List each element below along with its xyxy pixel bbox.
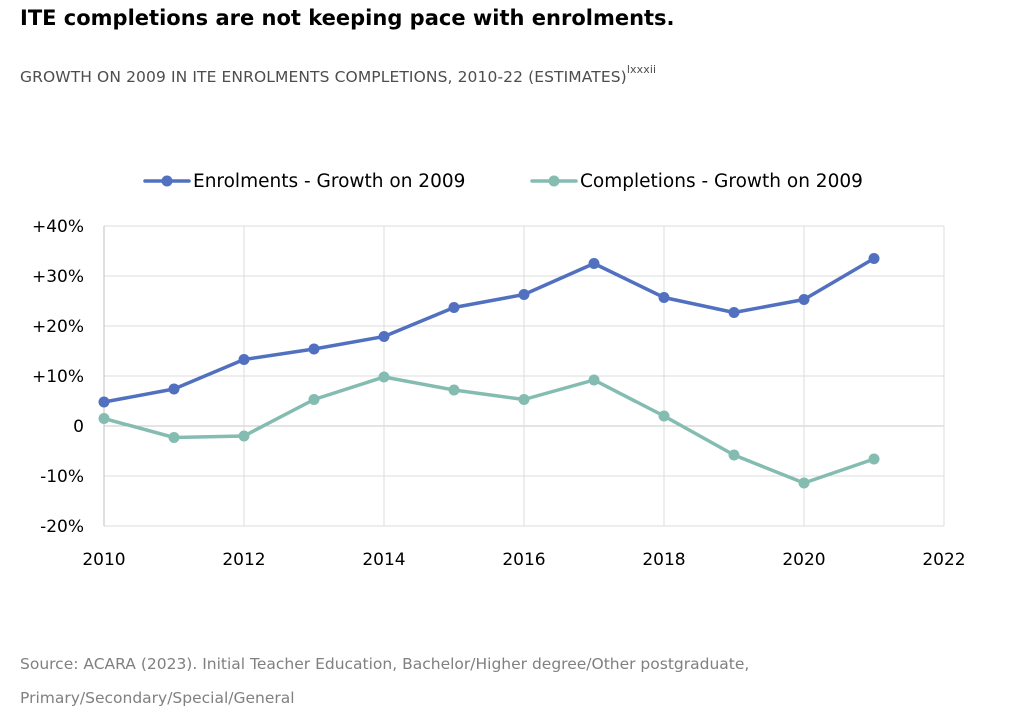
source-note: Source: ACARA (2023). Initial Teacher Ed… [20, 647, 749, 715]
data-point [378, 371, 390, 383]
data-point [98, 413, 110, 424]
x-tick-label: 2012 [222, 550, 265, 570]
x-axis-tick-labels: 2010 2012 2014 2016 2018 2020 2022 [82, 550, 965, 570]
data-point [448, 384, 460, 396]
legend-marker [161, 175, 173, 187]
x-tick-label: 2022 [922, 550, 965, 570]
source-line-2: Primary/Secondary/Special/General [20, 689, 295, 707]
legend-label: Completions - Growth on 2009 [580, 171, 863, 192]
data-point [378, 331, 390, 342]
y-tick-label: +20% [32, 317, 84, 337]
data-point [98, 396, 110, 408]
data-point [518, 289, 530, 300]
series-line-0 [102, 256, 876, 404]
series-line-1 [102, 375, 876, 485]
data-point [868, 253, 880, 264]
data-point [168, 383, 180, 395]
data-point [658, 410, 670, 422]
page-title: ITE completions are not keeping pace wit… [20, 6, 675, 30]
chart-subtitle: GROWTH ON 2009 IN ITE ENROLMENTS COMPLET… [20, 63, 657, 87]
x-tick-label: 2014 [362, 550, 405, 570]
data-point [588, 258, 600, 269]
data-point [238, 354, 250, 365]
series-layer [98, 253, 880, 489]
data-point [798, 294, 810, 305]
y-tick-label: -10% [40, 467, 84, 487]
data-point [448, 302, 460, 313]
data-point [168, 432, 180, 443]
data-point [518, 394, 530, 405]
data-point [308, 394, 320, 405]
series-1 [98, 371, 880, 489]
data-point [728, 449, 740, 461]
y-tick-label: +40% [32, 217, 84, 237]
legend: Enrolments - Growth on 2009 Completions -… [143, 171, 863, 192]
data-point [588, 374, 600, 386]
legend-item-1: Completions - Growth on 2009 [530, 171, 863, 192]
x-tick-label: 2010 [82, 550, 125, 570]
data-point [798, 477, 810, 489]
x-tick-label: 2018 [642, 550, 685, 570]
chart-subtitle-text: GROWTH ON 2009 IN ITE ENROLMENTS COMPLET… [20, 68, 627, 87]
legend-marker [548, 175, 560, 187]
data-point [658, 292, 670, 303]
y-tick-label: -20% [40, 517, 84, 537]
data-point [308, 343, 320, 355]
y-tick-label: +10% [32, 367, 84, 387]
footnote-reference: lxxxii [626, 63, 657, 76]
legend-label: Enrolments - Growth on 2009 [193, 171, 465, 192]
x-tick-label: 2016 [502, 550, 545, 570]
y-tick-label: 0 [73, 417, 84, 437]
data-point [728, 307, 740, 318]
data-point [238, 430, 250, 442]
y-tick-label: +30% [32, 267, 84, 287]
legend-item-0: Enrolments - Growth on 2009 [143, 171, 465, 192]
series-0 [98, 253, 880, 408]
data-point [868, 453, 880, 465]
x-tick-label: 2020 [782, 550, 825, 570]
source-line-1: Source: ACARA (2023). Initial Teacher Ed… [20, 655, 750, 673]
y-axis-tick-labels: +40% +30% +20% +10% 0 -10% -20% [32, 217, 84, 537]
